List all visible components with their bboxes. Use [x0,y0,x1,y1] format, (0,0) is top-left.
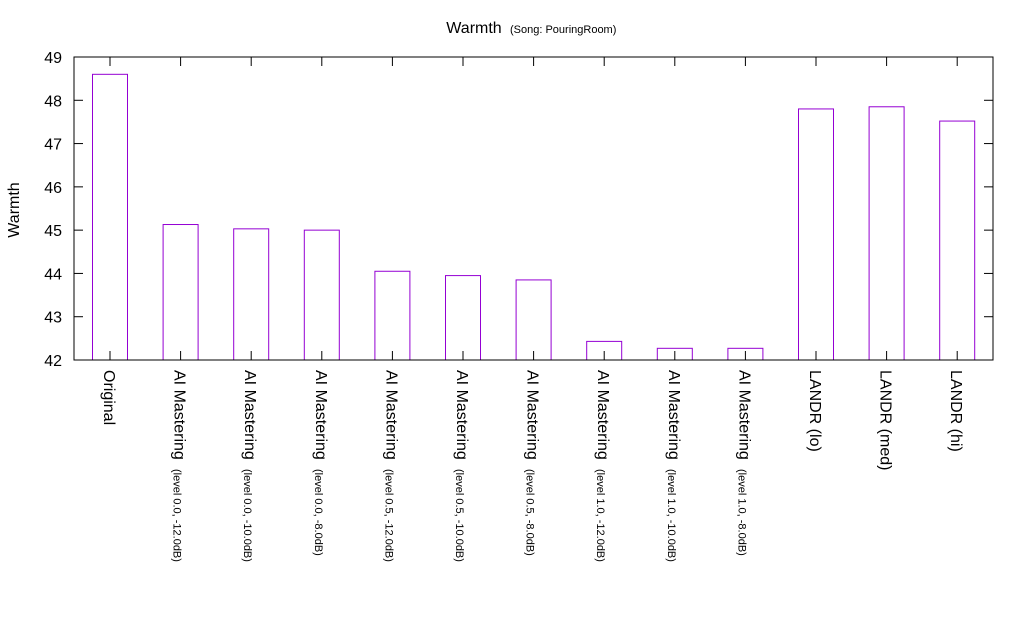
y-tick-label: 46 [44,180,62,197]
y-tick-label: 42 [44,353,62,370]
x-tick-label: AI Mastering [171,370,188,460]
bar [303,229,340,361]
x-tick-label: LANDR (lo) [806,370,823,452]
x-tick-sublabel: (level 0.5, -10.0dB) [453,469,465,562]
x-tick-sublabel: (level 1.0, -10.0dB) [665,469,677,562]
y-tick-label: 48 [44,93,62,110]
x-tick-label: AI Mastering [312,370,329,460]
bar [939,120,976,361]
y-tick-label: 45 [44,223,62,240]
x-tick-label: LANDR (hi) [947,370,964,452]
x-tick-sublabel: (level 0.0, -12.0dB) [171,469,183,562]
y-axis: 42 43 44 45 46 47 48 49 [44,50,993,370]
x-tick-label: AI Mastering [594,370,611,460]
x-tick-sublabel: (level 0.0, -8.0dB) [312,469,324,556]
y-tick-label: 47 [44,137,62,154]
x-tick-sublabel: (level 1.0, -12.0dB) [594,469,606,562]
bars-group [92,73,976,361]
y-tick-label: 49 [44,50,62,67]
plot-frame [73,56,994,361]
x-tick-label: AI Mastering [241,370,258,460]
x-tick-label: AI Mastering [735,370,752,460]
x-tick-sublabel: (level 0.0, -10.0dB) [241,469,253,562]
x-tick-sublabel: (level 0.5, -12.0dB) [382,469,394,562]
y-axis-label: Warmth [6,182,23,237]
x-tick-sublabel: (level 0.5, -8.0dB) [524,469,536,556]
y-tick-label: 43 [44,310,62,327]
y-tick-label: 44 [44,266,62,283]
chart-subtitle: (Song: PouringRoom) [510,24,616,36]
bar [92,73,128,361]
x-tick-label: AI Mastering [453,370,470,460]
x-tick-label: AI Mastering [382,370,399,460]
x-tick-sublabel: (level 1.0, -8.0dB) [735,469,747,556]
x-tick-label: LANDR (med) [877,370,894,470]
bar [798,108,834,361]
x-tick-label: AI Mastering [524,370,541,460]
x-tick-label: Original [100,370,117,425]
x-axis: Original AI Mastering (level 0.0, -12.0dB)… [100,57,964,562]
bar [445,275,481,361]
bar [868,106,905,361]
bar [162,224,199,361]
bar [374,270,411,361]
bar [233,228,270,361]
chart-title: Warmth [446,20,501,37]
bar [515,279,552,361]
x-tick-label: AI Mastering [665,370,682,460]
